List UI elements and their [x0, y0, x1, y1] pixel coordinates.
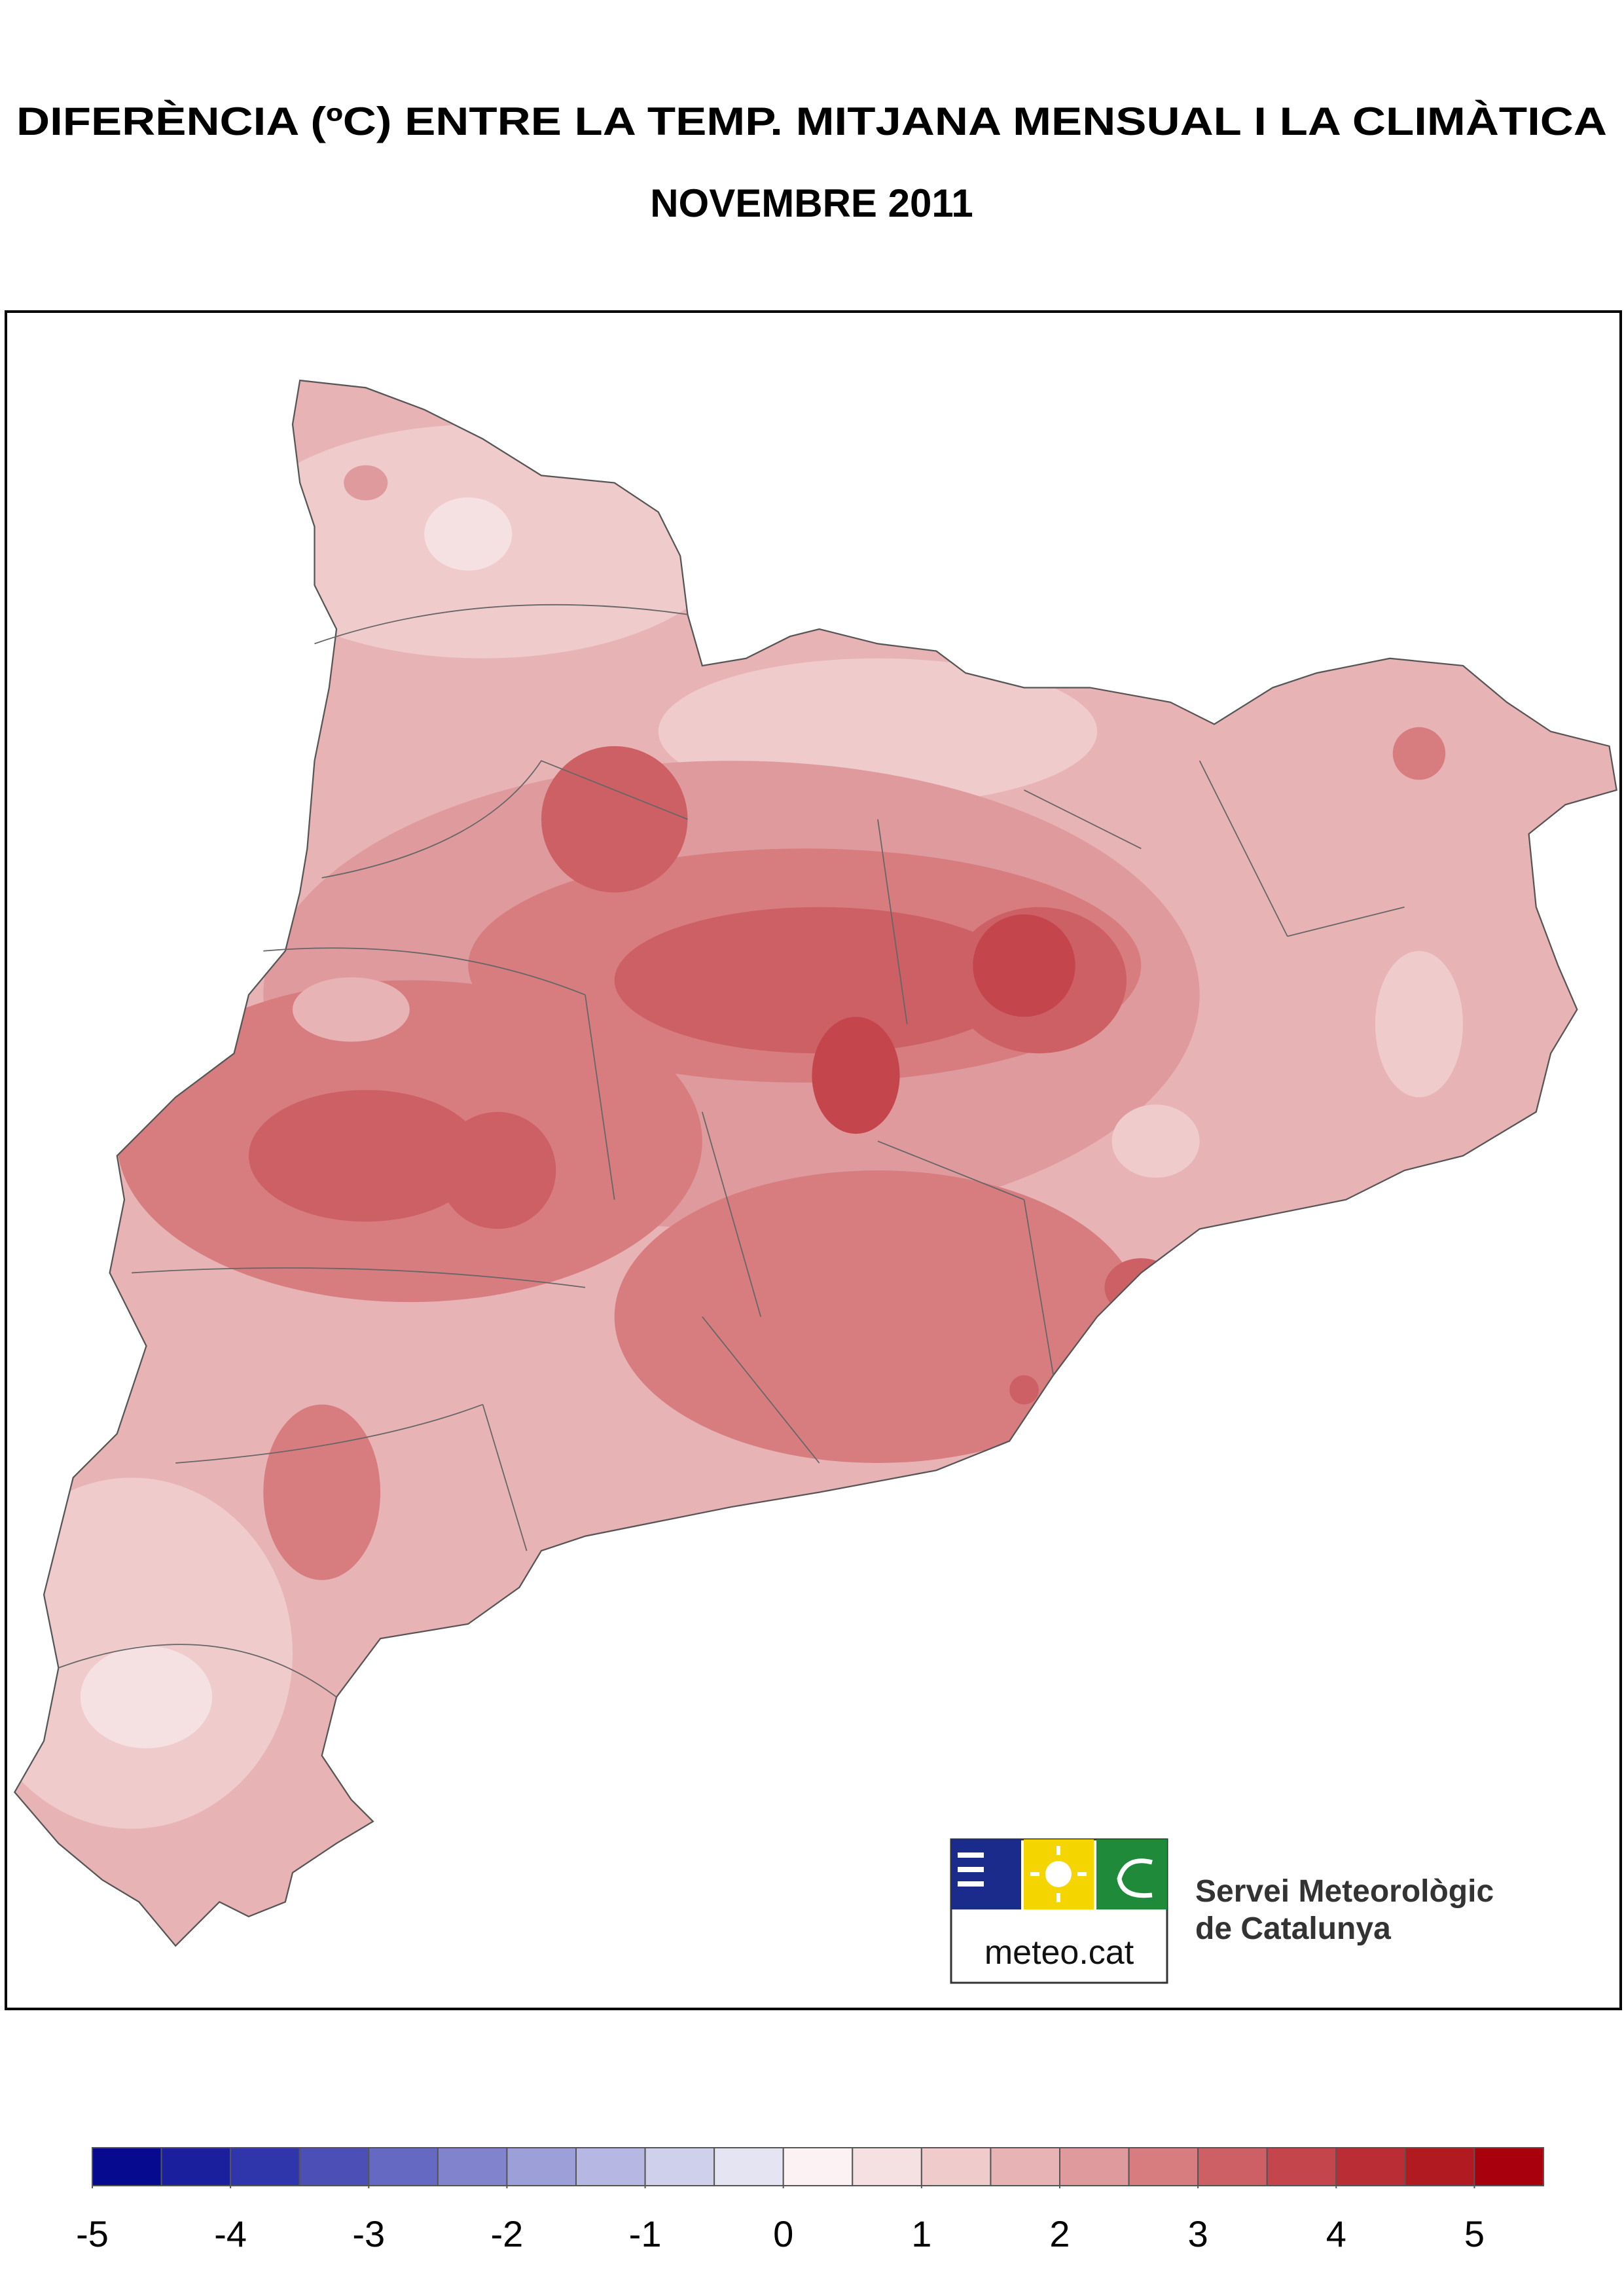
- legend-swatch: [782, 2147, 854, 2186]
- legend-swatch: [1128, 2147, 1199, 2186]
- legend-swatch: [713, 2147, 784, 2186]
- legend-swatch: [437, 2147, 508, 2186]
- logo-brand: meteo.cat: [984, 1934, 1134, 1972]
- title: DIFERÈNCIA (ºC) ENTRE LA TEMP. MITJANA M…: [16, 99, 1607, 143]
- legend-swatch: [92, 2147, 162, 2186]
- legend-swatch: [506, 2147, 577, 2186]
- legend-swatch: [1059, 2147, 1130, 2186]
- legend-tick-label: 1: [911, 2213, 931, 2254]
- logo: meteo.cat Servei Meteorològic de Catalun…: [950, 1838, 1494, 1984]
- logo-name: de Catalunya: [1195, 1911, 1391, 1946]
- subtitle: NOVEMBRE 2011: [650, 181, 973, 225]
- legend-swatch: [990, 2147, 1061, 2186]
- legend-swatch: [298, 2147, 370, 2186]
- legend-swatch: [1197, 2147, 1268, 2186]
- legend-tick-label: -2: [491, 2213, 524, 2254]
- legend-swatch: [1404, 2147, 1475, 2186]
- legend-swatch: [1335, 2147, 1406, 2186]
- logo-name: Servei Meteorològic: [1195, 1874, 1494, 1909]
- legend-swatch: [852, 2147, 922, 2186]
- legend-swatch: [575, 2147, 646, 2186]
- legend-swatch: [920, 2147, 992, 2186]
- legend-tick-label: 3: [1188, 2213, 1208, 2254]
- legend-swatch: [1266, 2147, 1337, 2186]
- legend-tick-label: 4: [1326, 2213, 1346, 2254]
- legend-tick-label: -1: [629, 2213, 662, 2254]
- legend: -5 -4 -3 -2 -1 0 1 2 3 4 5: [76, 2147, 1544, 2254]
- legend-tick-label: 2: [1049, 2213, 1070, 2254]
- legend-swatch: [368, 2147, 439, 2186]
- legend-swatch: [1473, 2147, 1544, 2186]
- legend-tick-label: -3: [352, 2213, 385, 2254]
- legend-swatch: [644, 2147, 715, 2186]
- legend-swatch: [160, 2147, 232, 2186]
- legend-tick-label: -5: [76, 2213, 109, 2254]
- legend-tick-label: -4: [214, 2213, 247, 2254]
- legend-tick-label: 5: [1464, 2213, 1485, 2254]
- legend-swatch: [230, 2147, 300, 2186]
- legend-tick-label: 0: [773, 2213, 793, 2254]
